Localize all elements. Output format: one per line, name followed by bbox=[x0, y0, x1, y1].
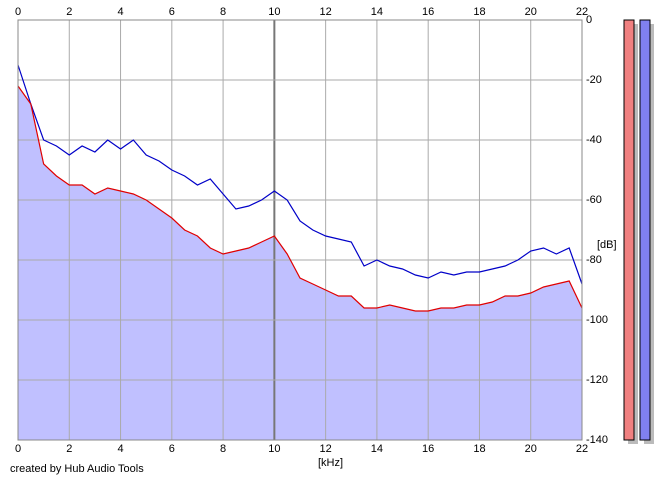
x-tick-label: 8 bbox=[220, 443, 226, 455]
x-tick-label: 10 bbox=[268, 443, 280, 455]
x-tick-label: 0 bbox=[15, 443, 21, 455]
x-tick-label: 6 bbox=[169, 443, 175, 455]
x-tick-label: 12 bbox=[320, 443, 332, 455]
y-tick-label: -120 bbox=[586, 374, 608, 386]
x-tick-label-top: 22 bbox=[576, 6, 588, 18]
y-tick-label: -40 bbox=[586, 134, 602, 146]
x-tick-label: 18 bbox=[473, 443, 485, 455]
x-tick-label-top: 2 bbox=[66, 6, 72, 18]
x-tick-label: 20 bbox=[525, 443, 537, 455]
x-tick-label: 16 bbox=[422, 443, 434, 455]
x-tick-label-top: 4 bbox=[117, 6, 123, 18]
x-axis-label: [kHz] bbox=[318, 457, 343, 469]
x-tick-label-top: 6 bbox=[169, 6, 175, 18]
x-tick-label-top: 20 bbox=[525, 6, 537, 18]
y-tick-label: -140 bbox=[586, 434, 608, 446]
y-tick-label: -100 bbox=[586, 314, 608, 326]
x-tick-label: 14 bbox=[371, 443, 383, 455]
y-tick-label: 0 bbox=[586, 14, 592, 26]
x-tick-label-top: 18 bbox=[473, 6, 485, 18]
y-tick-label: -80 bbox=[586, 254, 602, 266]
y-tick-label: -60 bbox=[586, 194, 602, 206]
x-tick-label-top: 0 bbox=[15, 6, 21, 18]
x-tick-label-top: 8 bbox=[220, 6, 226, 18]
x-tick-label-top: 14 bbox=[371, 6, 383, 18]
x-tick-label-top: 10 bbox=[268, 6, 280, 18]
y-tick-label: -20 bbox=[586, 74, 602, 86]
series-line bbox=[17, 85, 583, 312]
footer: created by Hub Audio Tools bbox=[10, 463, 144, 475]
left-meter bbox=[623, 19, 635, 441]
x-tick-label-top: 16 bbox=[422, 6, 434, 18]
y-axis-label: [dB] bbox=[597, 239, 617, 251]
area bbox=[18, 86, 582, 440]
right-meter bbox=[639, 19, 651, 441]
x-tick-label-top: 12 bbox=[320, 6, 332, 18]
x-tick-label: 22 bbox=[576, 443, 588, 455]
series-line bbox=[17, 64, 583, 285]
x-tick-label: 4 bbox=[117, 443, 123, 455]
x-tick-label: 2 bbox=[66, 443, 72, 455]
plot-border bbox=[17, 19, 583, 441]
